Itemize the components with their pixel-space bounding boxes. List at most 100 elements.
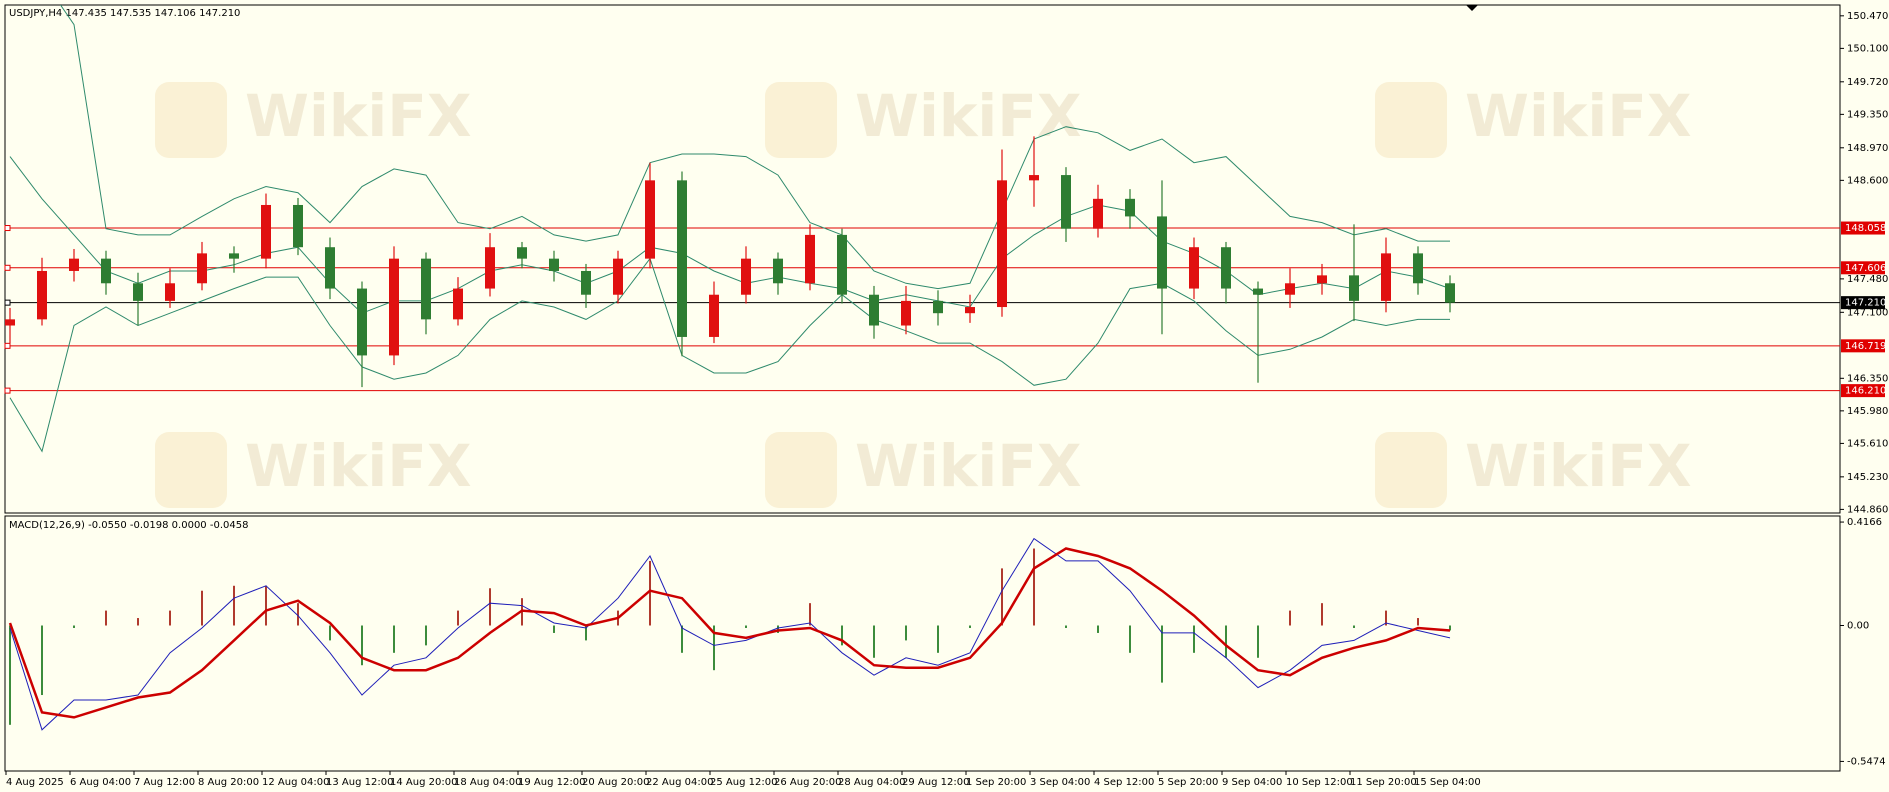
band-upper — [59, 5, 1450, 290]
macd-histogram-bar — [1385, 610, 1387, 626]
macd-histogram-bar — [1001, 568, 1003, 626]
macd-histogram-bar — [1289, 610, 1291, 626]
x-tick-label: 26 Aug 20:00 — [774, 777, 841, 788]
macd-y-tick-label: 0.4166 — [1847, 517, 1882, 528]
y-tick-label: 147.100 — [1847, 307, 1888, 318]
candle-body — [197, 253, 207, 284]
macd-histogram-bar — [393, 625, 395, 653]
y-tick-label: 145.980 — [1847, 406, 1888, 417]
macd-histogram-bar — [809, 603, 811, 626]
y-tick-label: 145.230 — [1847, 472, 1888, 483]
macd-histogram-bar — [873, 625, 875, 658]
macd-histogram-bar — [1129, 625, 1131, 653]
macd-histogram-bar — [1257, 625, 1259, 658]
price-level-box — [1841, 221, 1885, 235]
x-tick-label: 29 Aug 12:00 — [902, 777, 969, 788]
macd-histogram-bar — [681, 625, 683, 653]
candle-body — [581, 270, 591, 295]
watermark: WikiFX — [1465, 432, 1692, 500]
macd-histogram-bar — [457, 610, 459, 626]
macd-line — [9, 537, 1451, 731]
x-tick-label: 3 Sep 04:00 — [1030, 777, 1090, 788]
watermark: WikiFX — [245, 432, 472, 500]
price-level-marker — [4, 299, 11, 306]
macd-histogram-bar — [361, 625, 363, 666]
candle-body — [165, 283, 175, 301]
macd-y-tick-label: -0.5474 — [1847, 756, 1886, 767]
candle-body — [741, 258, 751, 295]
candle-body — [389, 258, 399, 356]
candle-body — [837, 234, 847, 295]
macd-histogram-bar — [1033, 548, 1035, 626]
macd-histogram-bar — [297, 603, 299, 626]
watermark: WikiFX — [1465, 82, 1692, 150]
macd-histogram-bar — [905, 625, 907, 641]
y-tick-label: 145.610 — [1847, 438, 1888, 449]
price-level-box — [1841, 339, 1885, 353]
candle-body — [517, 247, 527, 259]
candle-body — [357, 288, 367, 356]
x-tick-label: 28 Aug 04:00 — [838, 777, 905, 788]
watermarks: WikiFX WikiFX WikiFX WikiFX WikiFX WikiFX — [155, 82, 1692, 508]
y-tick-label: 149.350 — [1847, 109, 1888, 120]
x-tick-label: 8 Aug 20:00 — [198, 777, 259, 788]
macd-histogram-bar — [201, 590, 203, 626]
price-level-box — [1841, 261, 1885, 275]
x-tick-label: 1 Sep 20:00 — [966, 777, 1026, 788]
x-tick-label: 25 Aug 12:00 — [710, 777, 777, 788]
y-tick-label: 150.100 — [1847, 43, 1888, 54]
y-tick-label: 146.350 — [1847, 373, 1888, 384]
y-tick-label: 147.480 — [1847, 274, 1888, 285]
price-level-label: 148.058 — [1845, 223, 1886, 234]
watermark-logo — [1375, 82, 1447, 158]
y-tick-label: 149.720 — [1847, 77, 1888, 88]
watermark-logo — [765, 82, 837, 158]
price-level-marker — [4, 342, 11, 349]
price-level-box — [1841, 296, 1885, 310]
x-tick-label: 12 Aug 04:00 — [262, 777, 329, 788]
band-middle — [9, 156, 1451, 314]
macd-plot — [8, 537, 1451, 731]
x-tick-label: 11 Sep 20:00 — [1350, 777, 1417, 788]
price-level-label: 146.719 — [1845, 341, 1886, 352]
macd-histogram-bar — [969, 625, 971, 628]
price-level-marker — [4, 264, 11, 271]
candle-body — [1445, 283, 1455, 303]
x-tick-label: 20 Aug 20:00 — [582, 777, 649, 788]
candle-body — [1349, 275, 1359, 301]
macd-histogram-bar — [1449, 625, 1451, 631]
candle-body — [709, 294, 719, 337]
candle-body — [37, 270, 47, 320]
candle-body — [5, 319, 15, 326]
macd-histogram-bar — [937, 625, 939, 653]
shift-marker — [1466, 5, 1478, 11]
candle-body — [613, 258, 623, 295]
macd-histogram-bar — [137, 618, 139, 626]
candle-body — [869, 294, 879, 326]
candle-body — [1285, 283, 1295, 295]
candle-body — [773, 258, 783, 284]
macd-histogram-bar — [585, 625, 587, 641]
candle-body — [261, 204, 271, 259]
watermark-logo — [1375, 432, 1447, 508]
candle-body — [933, 300, 943, 314]
macd-signal — [8, 547, 1451, 719]
candle-body — [901, 300, 911, 326]
price-level-label: 147.210 — [1845, 298, 1886, 309]
candle-body — [1413, 253, 1423, 284]
macd-histogram-bar — [1225, 625, 1227, 658]
candle-body — [69, 258, 79, 271]
x-tick-label: 22 Aug 04:00 — [646, 777, 713, 788]
watermark: WikiFX — [855, 432, 1082, 500]
macd-histogram-bar — [73, 625, 75, 628]
candle-body — [645, 180, 655, 259]
x-tick-label: 18 Aug 04:00 — [454, 777, 521, 788]
macd-histogram-bar — [1321, 603, 1323, 626]
main-panel — [4, 4, 1841, 514]
x-tick-label: 10 Sep 12:00 — [1286, 777, 1353, 788]
candle-body — [1061, 175, 1071, 229]
candle-body — [1381, 253, 1391, 301]
candle-body — [101, 258, 111, 284]
macd-histogram-bar — [553, 625, 555, 633]
x-tick-label: 19 Aug 12:00 — [518, 777, 585, 788]
